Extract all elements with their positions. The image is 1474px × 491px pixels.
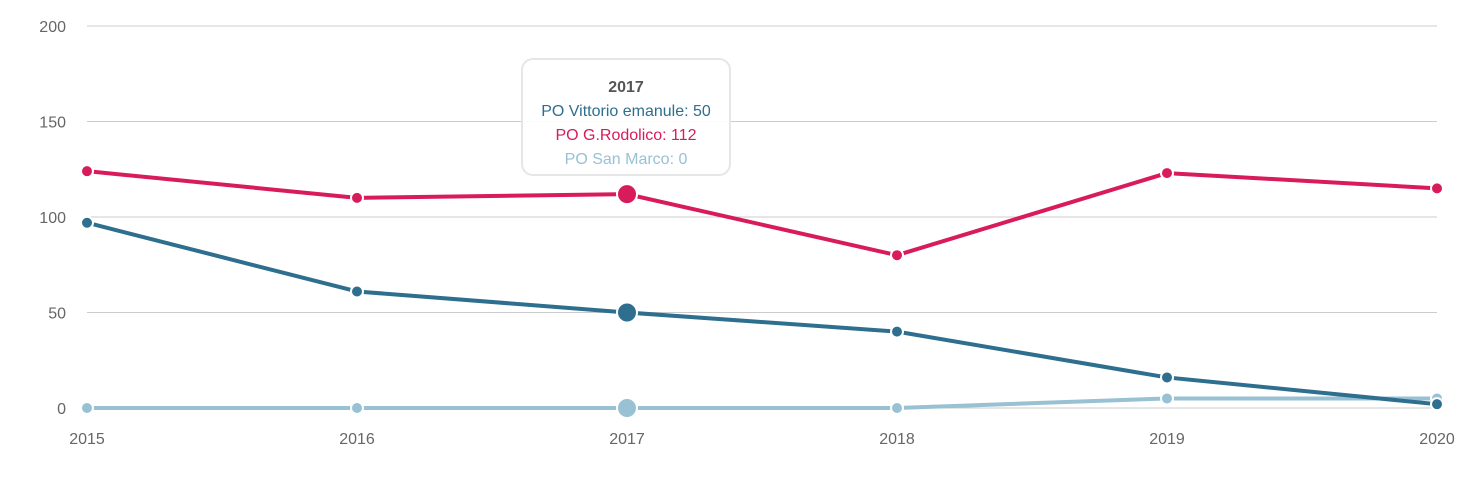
y-tick-label: 50 bbox=[48, 306, 66, 323]
x-tick-label: 2019 bbox=[1149, 431, 1185, 448]
x-tick-label: 2017 bbox=[609, 431, 645, 448]
x-tick-label: 2018 bbox=[879, 431, 915, 448]
series-line bbox=[86, 220, 1438, 407]
data-point bbox=[1430, 181, 1444, 196]
data-point bbox=[890, 248, 904, 263]
x-tick-label: 2016 bbox=[339, 431, 375, 448]
series-line bbox=[86, 169, 1438, 258]
data-point bbox=[1160, 370, 1174, 385]
data-point bbox=[80, 215, 94, 230]
tooltip-line-sanmarco: PO San Marco: 0 bbox=[564, 151, 688, 168]
tooltip-line-rodolico: PO G.Rodolico: 112 bbox=[555, 127, 697, 144]
x-tick-label: 2020 bbox=[1419, 431, 1455, 448]
tooltip-title: 2017 bbox=[608, 79, 644, 96]
x-tick-label: 2015 bbox=[69, 431, 105, 448]
data-point bbox=[890, 324, 904, 339]
data-point bbox=[616, 301, 638, 324]
data-point bbox=[1430, 397, 1444, 412]
data-point bbox=[350, 284, 364, 299]
data-point bbox=[350, 190, 364, 205]
data-point bbox=[1160, 166, 1174, 181]
data-point bbox=[80, 164, 94, 179]
data-point bbox=[350, 401, 364, 415]
data-point bbox=[1160, 391, 1174, 406]
tooltip-line-vittorio: PO Vittorio emanule: 50 bbox=[541, 103, 711, 120]
y-tick-label: 150 bbox=[39, 115, 66, 132]
y-tick-label: 200 bbox=[39, 19, 66, 36]
y-tick-label: 0 bbox=[57, 401, 66, 418]
series-line bbox=[87, 396, 1437, 410]
data-point bbox=[616, 183, 638, 206]
data-point bbox=[80, 401, 94, 415]
y-tick-label: 100 bbox=[39, 210, 66, 227]
data-point bbox=[890, 401, 904, 415]
data-point bbox=[616, 397, 638, 419]
tooltip: 2017 PO Vittorio emanule: 50 PO G.Rodoli… bbox=[521, 58, 731, 176]
